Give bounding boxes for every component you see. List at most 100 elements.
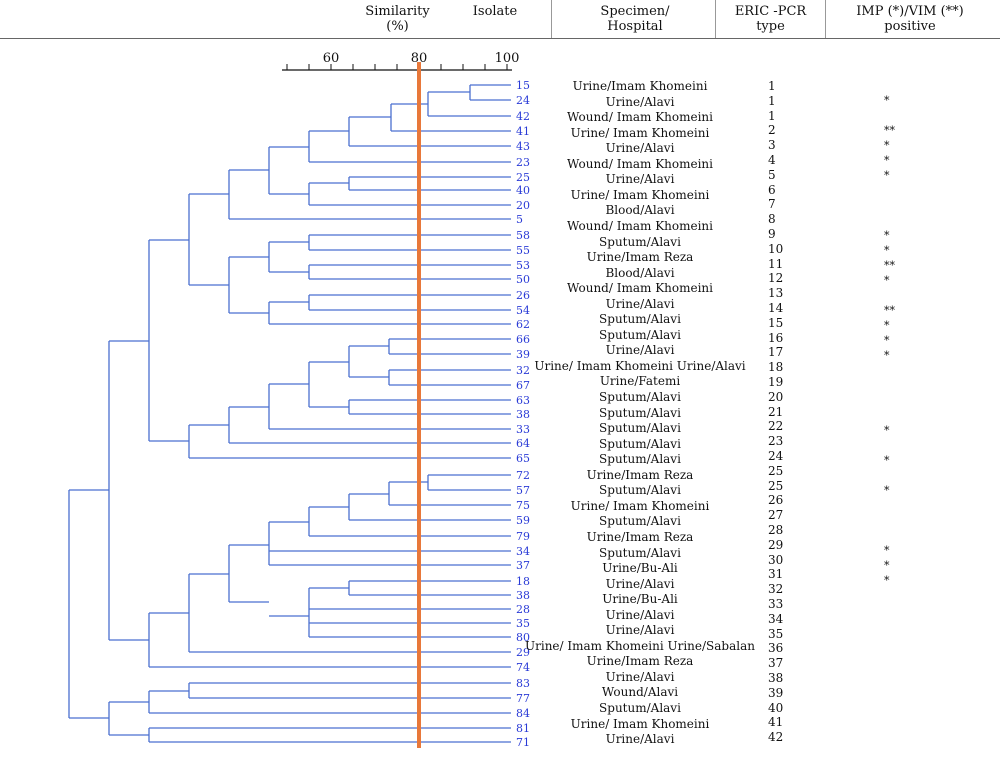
isolate-label: 64: [516, 437, 530, 450]
isolate-label: 43: [516, 140, 530, 153]
isolate-label: 33: [516, 423, 530, 436]
specimen-cell: Sputum/Alavi: [599, 483, 681, 498]
specimen-cell: Sputum/Alavi: [599, 405, 681, 420]
eric-type-cell: 14: [768, 301, 784, 315]
specimen-cell: Wound/ Imam Khomeini: [566, 110, 713, 125]
imp-vim-mark: *: [884, 94, 890, 107]
header-divider: [715, 0, 716, 38]
imp-vim-mark: *: [884, 244, 890, 257]
eric-type-cell: 22: [768, 419, 784, 434]
specimen-cell: Wound/ Imam Khomeini: [566, 218, 713, 233]
eric-type-cell: 18: [768, 360, 784, 375]
specimen-cell: Urine/Bu-Ali: [602, 592, 678, 607]
imp-vim-mark: **: [884, 124, 895, 137]
eric-type-cell: 19: [768, 375, 784, 389]
isolate-label: 18: [516, 575, 530, 588]
isolate-label: 39: [516, 348, 530, 361]
isolate-label: 71: [516, 736, 530, 749]
specimen-header-line2: Hospital: [607, 19, 663, 34]
specimen-cell: Urine/Bu-Ali: [602, 561, 678, 576]
isolate-column-header: Isolate: [472, 4, 518, 19]
eric-type-cell: 2: [768, 123, 776, 138]
isolate-label: 26: [516, 289, 530, 302]
isolate-label: 50: [516, 273, 530, 286]
eric-type-cell: 32: [768, 582, 784, 597]
eric-type-cell: 35: [768, 626, 784, 641]
eric-type-cell: 1: [768, 79, 776, 93]
isolate-label: 54: [516, 304, 530, 317]
imp-vim-mark: *: [884, 424, 890, 437]
isolate-label: 28: [516, 603, 530, 616]
header-rule: [0, 38, 1000, 39]
specimen-cell: Blood/Alavi: [605, 265, 675, 280]
eric-type-cell: 20: [768, 389, 784, 404]
specimen-cell: Urine/Alavi: [605, 732, 675, 747]
eric-type-cell: 8: [768, 212, 776, 227]
isolate-label: 67: [516, 379, 530, 392]
imp-vim-mark: *: [884, 229, 890, 242]
specimen-cell: Sputum/Alavi: [599, 390, 681, 404]
eric-type-cell: 41: [768, 715, 784, 730]
eric-type-cell: 42: [768, 730, 784, 745]
isolate-label: 66: [516, 333, 530, 346]
eric-type-cell: 33: [768, 597, 784, 611]
isolate-label: 20: [516, 199, 530, 212]
eric-type-cell: 12: [768, 271, 784, 286]
specimen-cell: Sputum/Alavi: [599, 421, 681, 436]
eric-type-cell: 26: [768, 493, 784, 508]
isolate-label: 40: [516, 184, 530, 197]
eric-type-cell: 25: [768, 478, 784, 493]
eric-type-cell: 4: [768, 153, 776, 167]
specimen-cell: Urine/Imam Reza: [586, 529, 694, 544]
specimen-cell: Sputum/Alavi: [599, 545, 681, 560]
scale-tick-label: 100: [495, 51, 520, 66]
similarity-axis-label: Similarity (%): [365, 4, 430, 34]
imp-vim-mark: *: [884, 334, 890, 347]
eric-type-cell: 39: [768, 685, 784, 700]
isolate-label: 53: [516, 259, 530, 272]
specimen-cell: Sputum/Alavi: [599, 436, 681, 451]
specimen-cell: Urine/Alavi: [605, 172, 675, 187]
imp-vim-mark: *: [884, 319, 890, 332]
isolate-label: 80: [516, 631, 530, 644]
isolate-label: 38: [516, 589, 530, 602]
isolate-label: 77: [516, 692, 530, 705]
specimen-cell: Wound/ Imam Khomeini: [566, 281, 713, 296]
specimen-cell: Urine/ Imam Khomeini: [570, 125, 710, 140]
isolate-label: 74: [516, 661, 530, 674]
eric-column-header: ERIC -PCR type: [718, 4, 823, 34]
imp-vim-mark: **: [884, 259, 895, 272]
isolate-label: 38: [516, 408, 530, 421]
specimen-cell: Sputum/Alavi: [599, 234, 681, 249]
eric-type-cell: 5: [768, 167, 776, 182]
specimen-cell: Urine/Fatemi: [599, 374, 681, 389]
isolate-label: 34: [516, 545, 530, 558]
isolate-label: 24: [516, 94, 530, 107]
eric-type-cell: 9: [768, 227, 776, 241]
header-divider: [825, 0, 826, 38]
isolate-label: 42: [516, 110, 530, 123]
imp-vim-column-header: IMP (*)/VIM (**) positive: [856, 4, 964, 34]
specimen-cell: Blood/Alavi: [605, 203, 675, 218]
eric-type-cell: 16: [768, 330, 784, 345]
scale-tick-label: 60: [323, 51, 340, 66]
imp-vim-mark: **: [884, 304, 895, 317]
specimen-cell: Sputum/Alavi: [599, 701, 681, 715]
eric-type-cell: 1: [768, 93, 776, 108]
isolate-label: 32: [516, 364, 530, 377]
isolate-label: 57: [516, 484, 530, 497]
eric-type-cell: 10: [768, 241, 784, 256]
isolate-label: 59: [516, 514, 530, 527]
isolate-label: 25: [516, 171, 530, 184]
isolate-label: 75: [516, 499, 530, 512]
isolate-label: 15: [516, 79, 530, 92]
imp-vim-mark: *: [884, 544, 890, 557]
eric-type-cell: 38: [768, 671, 784, 685]
isolate-label: 37: [516, 559, 530, 572]
specimen-header-line1: Specimen/: [600, 4, 670, 19]
eric-type-cell: 31: [768, 567, 784, 582]
imp-vim-mark: *: [884, 274, 890, 287]
specimen-cell: Urine/ Imam Khomeini: [570, 498, 710, 513]
eric-type-cell: 29: [768, 537, 784, 552]
